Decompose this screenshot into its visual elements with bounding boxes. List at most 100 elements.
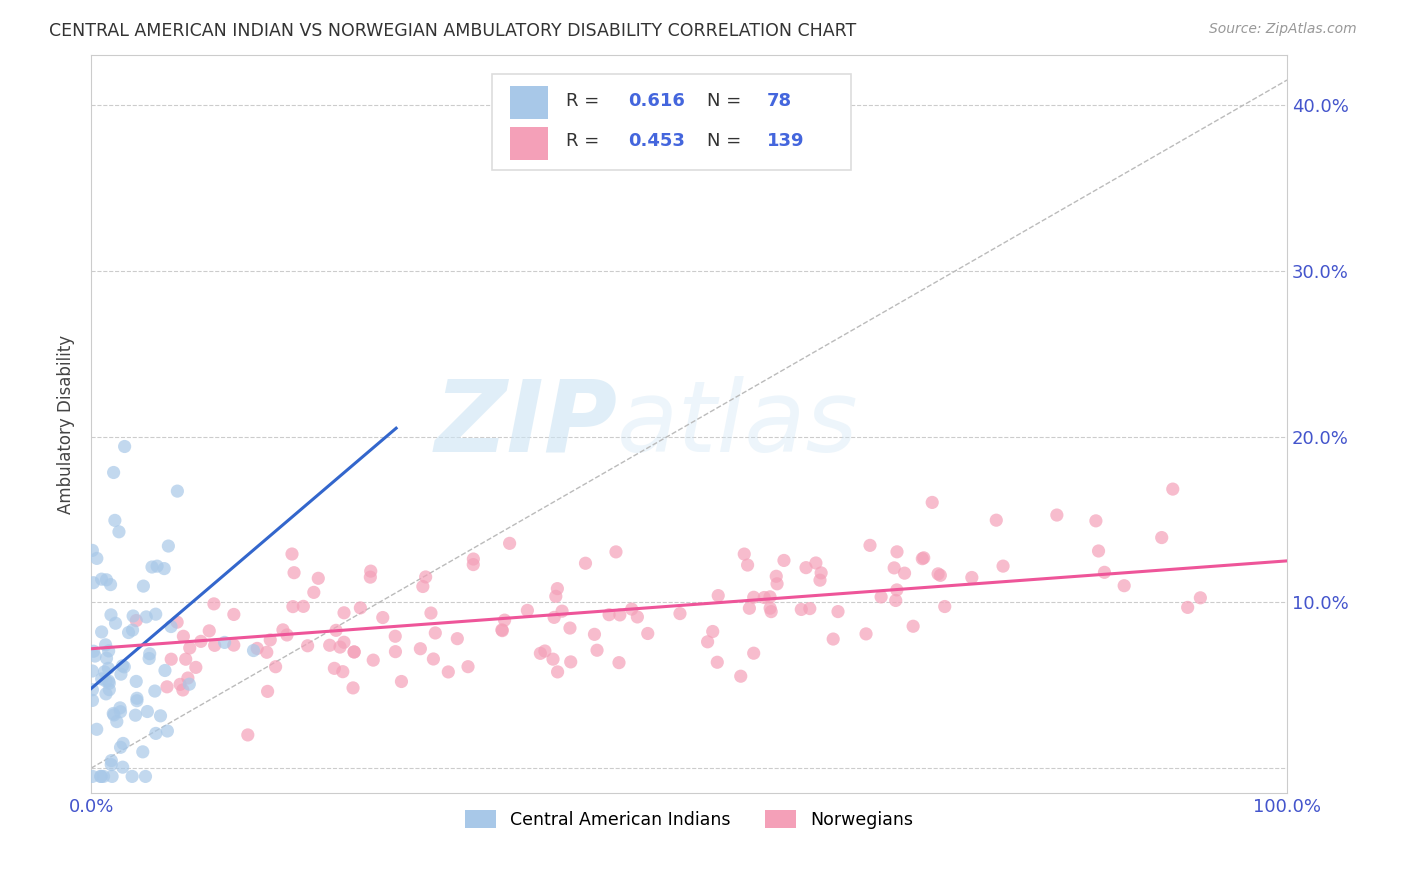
Central American Indians [105, 714, 128, 729]
Norwegians [541, 652, 564, 666]
Central American Indians [90, 572, 112, 586]
Text: N =: N = [707, 92, 747, 110]
Central American Indians [132, 579, 155, 593]
Norwegians [343, 645, 366, 659]
Norwegians [422, 652, 444, 666]
Central American Indians [122, 609, 145, 624]
Central American Indians [160, 619, 183, 633]
Norwegians [991, 559, 1014, 574]
Central American Indians [134, 769, 156, 783]
Legend: Central American Indians, Norwegians: Central American Indians, Norwegians [458, 804, 921, 836]
Norwegians [929, 568, 952, 582]
Norwegians [198, 624, 221, 638]
Norwegians [773, 553, 796, 567]
Norwegians [620, 602, 643, 616]
Norwegians [609, 607, 631, 622]
Norwegians [754, 591, 776, 605]
Norwegians [329, 640, 352, 654]
Central American Indians [103, 706, 125, 721]
Norwegians [794, 560, 817, 574]
Norwegians [911, 551, 934, 566]
Central American Indians [82, 575, 104, 590]
Norwegians [204, 638, 226, 652]
Norwegians [574, 556, 596, 570]
Norwegians [222, 638, 245, 652]
Text: ZIP: ZIP [434, 376, 617, 473]
Norwegians [371, 610, 394, 624]
Text: R =: R = [567, 133, 605, 151]
Norwegians [547, 665, 569, 679]
Central American Indians [82, 693, 104, 707]
Norwegians [333, 635, 356, 649]
Norwegians [1114, 579, 1136, 593]
Norwegians [222, 607, 245, 622]
Norwegians [1087, 544, 1109, 558]
Norwegians [202, 597, 225, 611]
Central American Indians [93, 665, 115, 679]
Text: 0.616: 0.616 [628, 92, 685, 110]
Norwegians [256, 645, 278, 659]
Central American Indians [146, 559, 169, 574]
Norwegians [823, 632, 845, 646]
Norwegians [1084, 514, 1107, 528]
Norwegians [391, 674, 413, 689]
Central American Indians [108, 701, 131, 715]
Norwegians [1177, 600, 1199, 615]
Norwegians [359, 570, 381, 584]
Central American Indians [98, 682, 121, 697]
Norwegians [160, 652, 183, 666]
Norwegians [583, 627, 606, 641]
Central American Indians [153, 561, 176, 575]
Central American Indians [143, 684, 166, 698]
Central American Indians [242, 643, 264, 657]
Central American Indians [110, 740, 132, 755]
Norwegians [534, 644, 557, 658]
Norwegians [544, 590, 567, 604]
Text: N =: N = [707, 133, 747, 151]
Central American Indians [125, 674, 148, 689]
Norwegians [707, 589, 730, 603]
Central American Indians [103, 707, 125, 722]
Central American Indians [112, 736, 135, 750]
Norwegians [236, 728, 259, 742]
Norwegians [446, 632, 468, 646]
Central American Indians [145, 726, 167, 740]
Text: 0.453: 0.453 [628, 133, 685, 151]
Central American Indians [125, 691, 148, 706]
Norwegians [742, 591, 765, 605]
Norwegians [742, 646, 765, 660]
FancyBboxPatch shape [510, 87, 548, 120]
Norwegians [177, 671, 200, 685]
Y-axis label: Ambulatory Disability: Ambulatory Disability [58, 334, 75, 514]
Norwegians [934, 599, 956, 614]
Norwegians [297, 639, 319, 653]
Norwegians [292, 599, 315, 614]
Norwegians [169, 677, 191, 691]
Central American Indians [103, 466, 125, 480]
Norwegians [415, 570, 437, 584]
Norwegians [859, 538, 882, 552]
Norwegians [637, 626, 659, 640]
Central American Indians [112, 660, 135, 674]
Norwegians [498, 536, 520, 550]
Norwegians [870, 590, 893, 604]
Text: atlas: atlas [617, 376, 859, 473]
Central American Indians [93, 769, 115, 783]
Central American Indians [94, 674, 117, 689]
Norwegians [179, 640, 201, 655]
Norwegians [1189, 591, 1212, 605]
Norwegians [827, 605, 849, 619]
Norwegians [494, 613, 516, 627]
Central American Indians [121, 769, 143, 783]
Norwegians [463, 552, 485, 566]
Norwegians [738, 601, 761, 615]
Central American Indians [104, 616, 127, 631]
Norwegians [884, 593, 907, 607]
Central American Indians [90, 769, 112, 783]
Central American Indians [82, 769, 104, 783]
Norwegians [551, 604, 574, 618]
Central American Indians [82, 543, 104, 558]
Central American Indians [125, 694, 148, 708]
Norwegians [546, 582, 568, 596]
Norwegians [361, 653, 384, 667]
